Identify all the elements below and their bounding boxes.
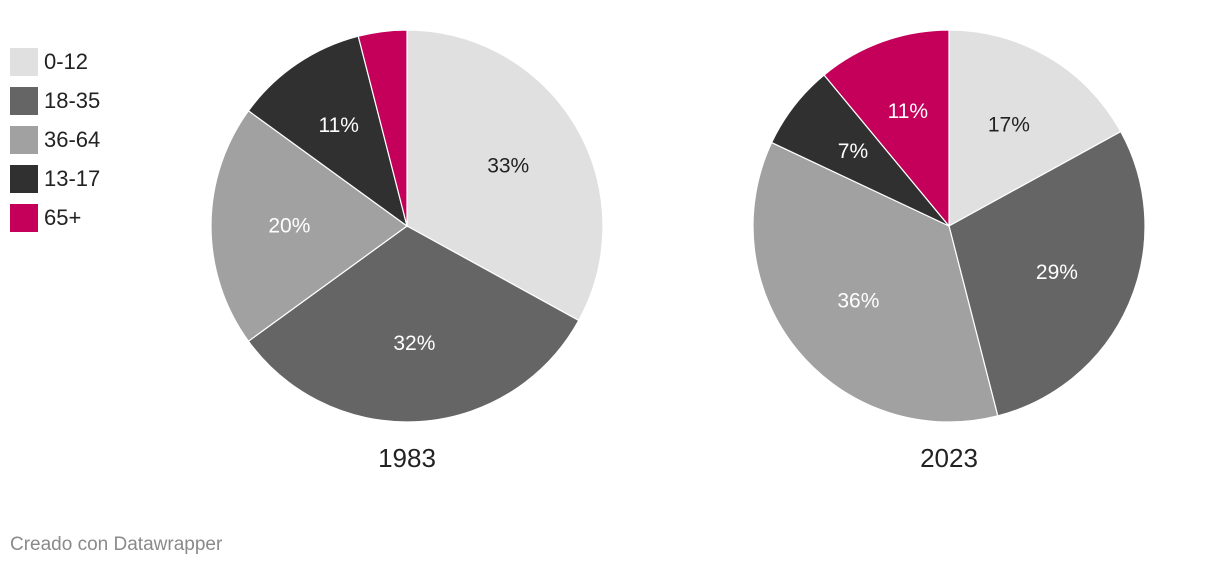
legend-swatch	[10, 164, 38, 193]
credit-text: Creado con Datawrapper	[10, 534, 223, 555]
pie-slice-65-plus	[357, 29, 408, 227]
legend-label: 36-64	[44, 126, 101, 152]
pie-slice-65-plus	[823, 29, 950, 228]
pie-data-label: 11%	[888, 100, 928, 123]
legend-swatch	[10, 125, 38, 154]
pie-slice-18-35	[948, 130, 1146, 417]
pie-data-label: 7%	[838, 140, 868, 163]
legend-item-65-plus: 65+	[10, 198, 100, 237]
legend-item-13-17: 13-17	[10, 159, 100, 198]
legend-label: 13-17	[44, 165, 101, 191]
pie-slice-0-12	[948, 29, 1122, 228]
legend: 0-12 18-35 36-64 13-17 65+	[10, 42, 100, 237]
pie-slice-0-12	[406, 29, 604, 322]
pie-slice-36-64	[210, 109, 409, 343]
legend-item-36-64: 36-64	[10, 120, 100, 159]
legend-label: 18-35	[44, 87, 101, 113]
pie-data-label: 20%	[268, 215, 310, 238]
legend-swatch	[10, 203, 38, 232]
pie-data-label: 11%	[318, 114, 358, 137]
pie-chart-2023: 17% 29% 36% 7% 11%	[752, 29, 1146, 423]
pie-data-label: 33%	[487, 155, 529, 178]
pie-charts: 33% 32% 20% 11% 1983 17% 29% 36% 7% 11% 2023	[210, 29, 1146, 473]
legend-swatch	[10, 47, 38, 76]
legend-swatch	[10, 86, 38, 115]
legend-item-0-12: 0-12	[10, 42, 100, 81]
legend-label: 0-12	[44, 48, 89, 74]
pie-data-label: 29%	[1036, 261, 1078, 284]
pie-slice-36-64	[752, 141, 999, 423]
pie-data-label: 32%	[393, 332, 435, 355]
legend-label: 65+	[44, 204, 82, 230]
chart-title-2023: 2023	[920, 443, 978, 473]
pie-data-label: 17%	[988, 113, 1030, 136]
pie-data-label: 36%	[837, 289, 879, 312]
pie-chart-1983: 33% 32% 20% 11%	[210, 29, 604, 423]
chart-title-1983: 1983	[378, 443, 436, 473]
pie-slice-13-17	[247, 35, 408, 228]
legend-item-18-35: 18-35	[10, 81, 100, 120]
pie-slice-18-35	[247, 225, 580, 423]
